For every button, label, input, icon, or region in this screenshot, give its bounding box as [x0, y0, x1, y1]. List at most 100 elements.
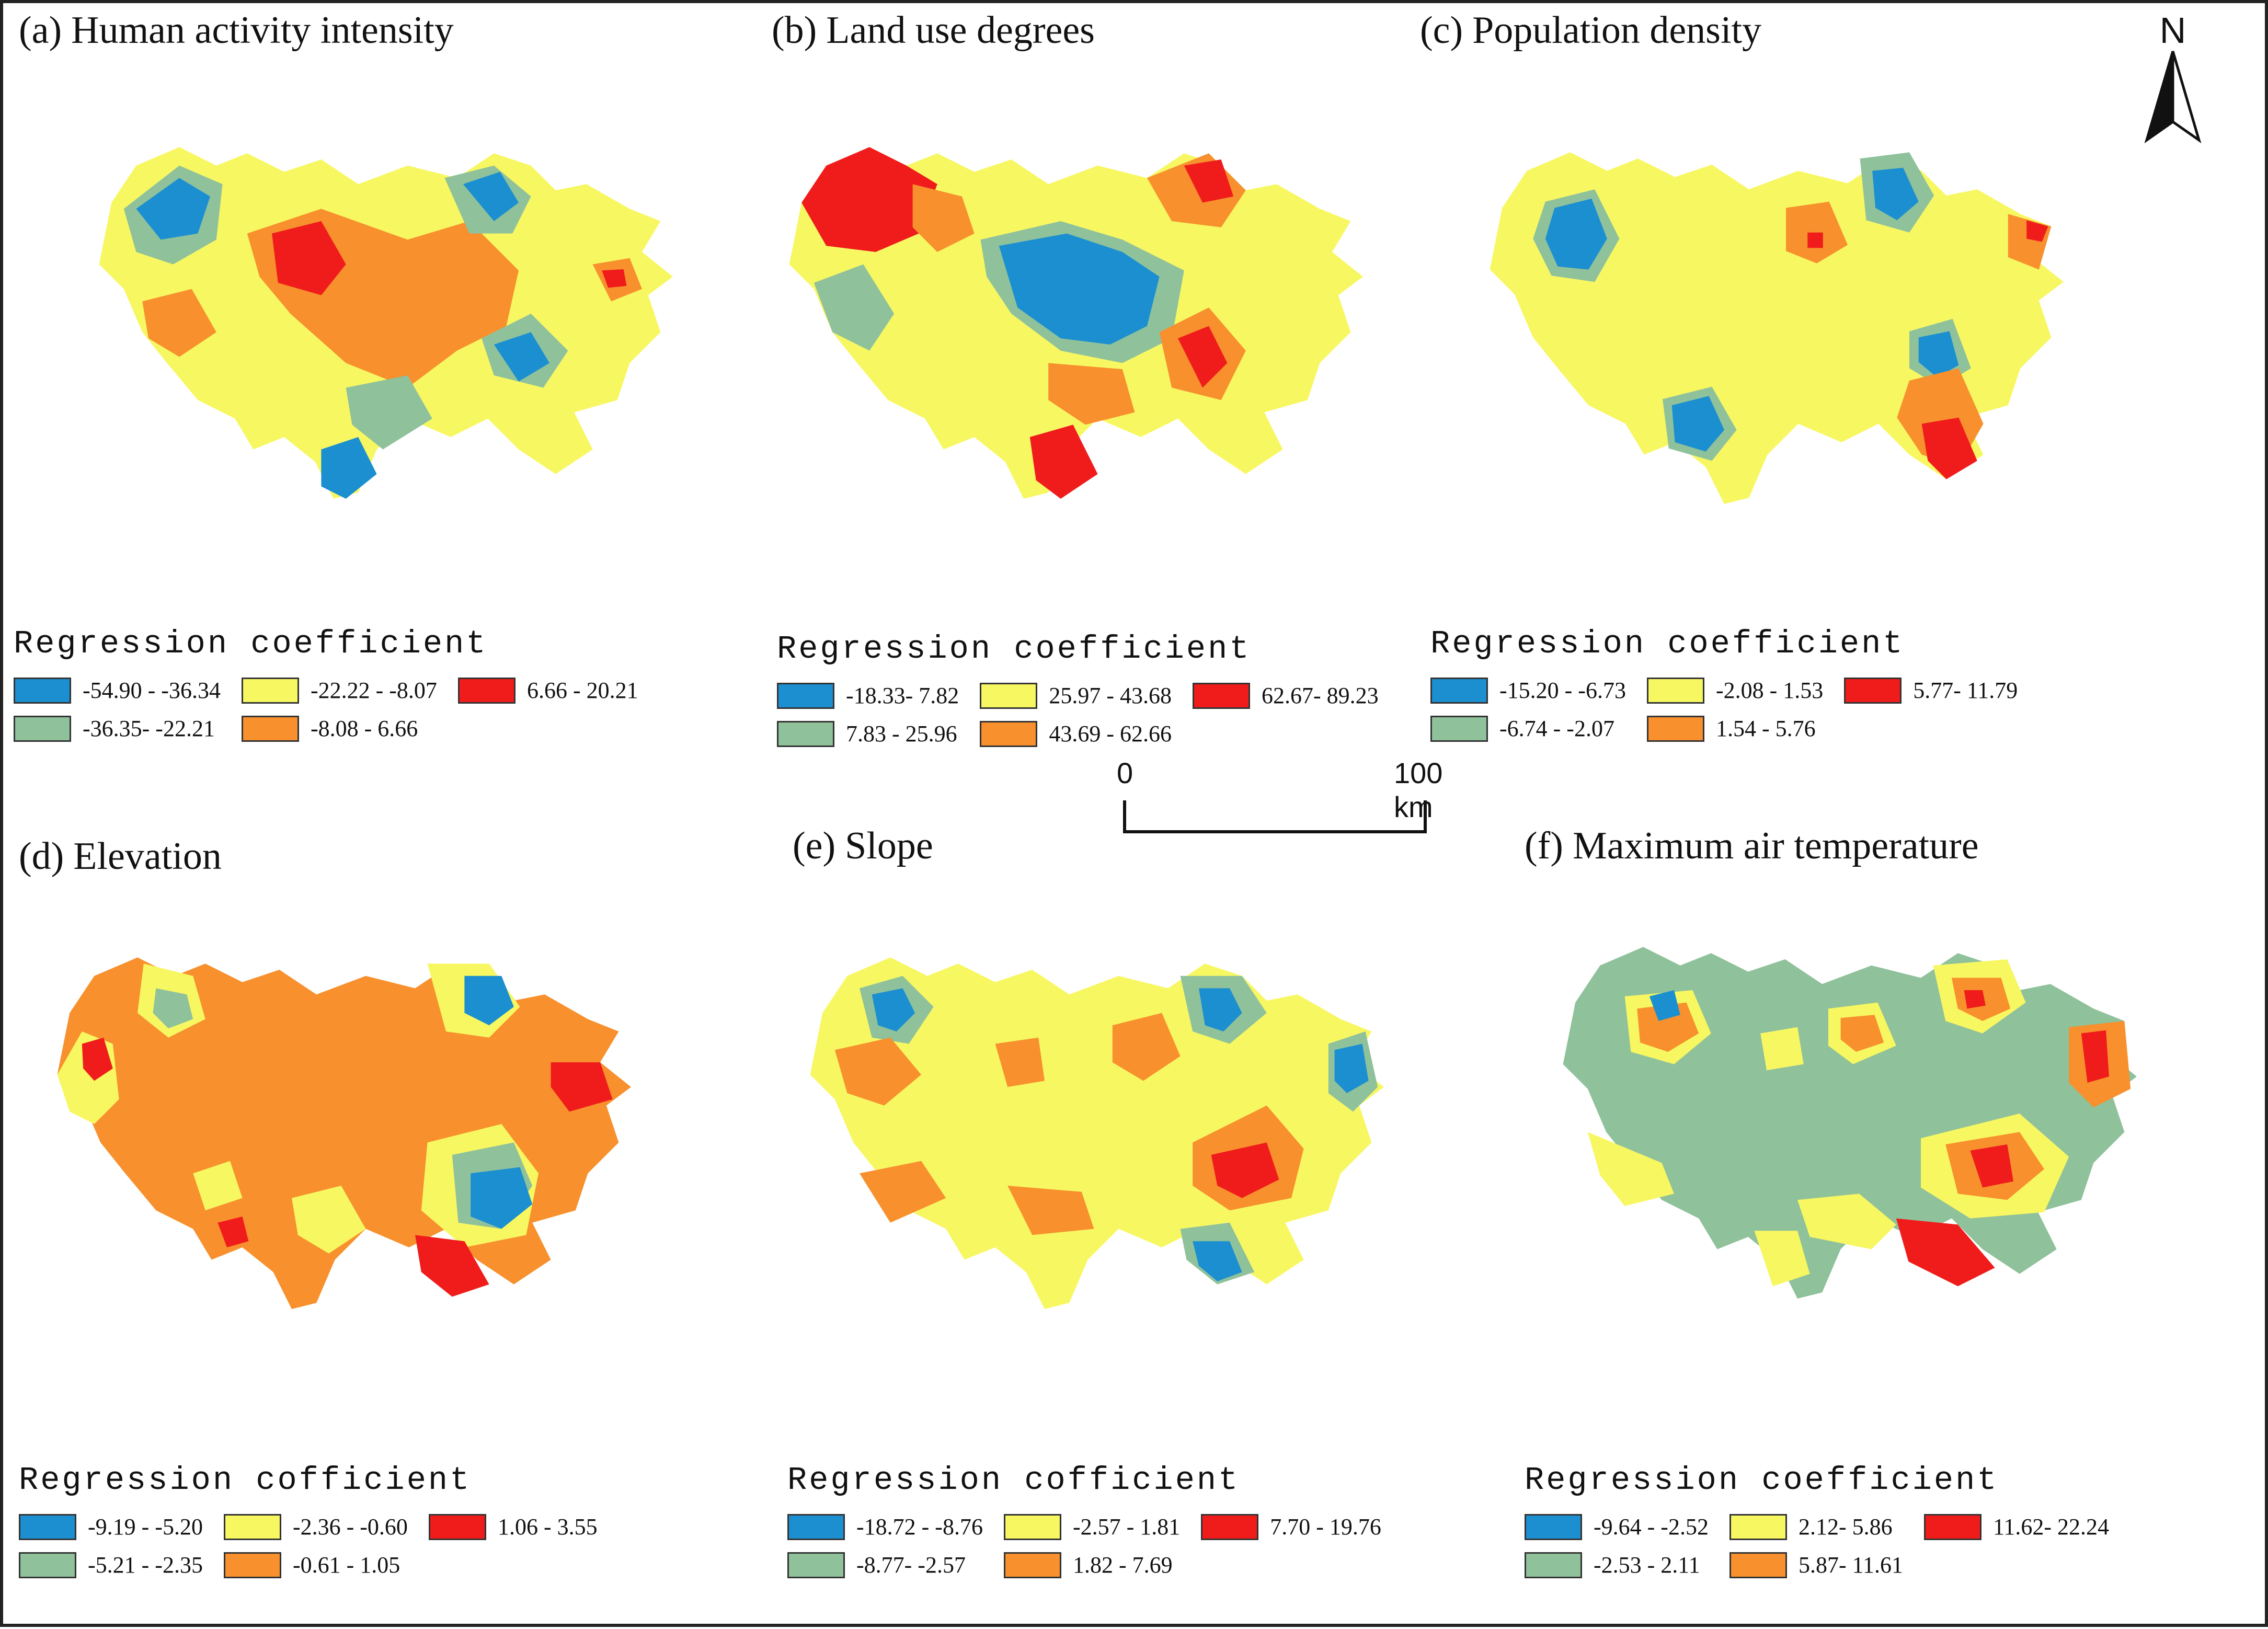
panel-c-title-text: Population density	[1472, 9, 1762, 52]
legend-swatch	[980, 720, 1038, 747]
north-arrow-icon	[2144, 51, 2202, 144]
legend-title: Regression coefficient	[1430, 625, 1905, 662]
legend-label: -9.64 - -2.52	[1594, 1514, 1709, 1540]
zone-green	[153, 988, 193, 1029]
zone-blue	[1872, 167, 1919, 221]
legend-item: 1.82 - 7.69	[1003, 1552, 1180, 1578]
panel-f-map	[1563, 947, 2137, 1299]
legend-item: -2.08 - 1.53	[1646, 677, 1823, 704]
legend-item: 7.70 - 19.76	[1201, 1513, 1381, 1540]
legend-swatch	[19, 1513, 76, 1540]
zone-green	[346, 375, 432, 450]
legend-swatch	[1525, 1552, 1582, 1578]
legend-items: -9.19 - -5.20 -2.36 - -0.60 1.06 - 3.55 …	[19, 1513, 598, 1578]
zone-red	[272, 221, 346, 295]
legend-item: 62.67- 89.23	[1192, 682, 1379, 709]
zone-red	[82, 1037, 113, 1081]
legend-label: -2.57 - 1.81	[1072, 1514, 1181, 1540]
zone-blue	[471, 1167, 533, 1229]
zone-orange	[1112, 1013, 1181, 1081]
legend-swatch	[1729, 1513, 1787, 1540]
legend-label: -18.33- 7.82	[846, 683, 959, 708]
zone-blue	[1671, 396, 1724, 452]
legend-swatch	[787, 1513, 845, 1540]
north-arrow: N	[2139, 9, 2207, 145]
zone-blue	[1193, 1241, 1242, 1281]
zone-orange	[834, 1037, 921, 1106]
legend-item: -8.08 - 6.66	[241, 715, 437, 742]
zone-orange	[860, 1161, 946, 1223]
panel-f-letter: (f)	[1525, 824, 1563, 867]
legend-title: Regression cofficient	[787, 1462, 1240, 1499]
legend-label: 5.77- 11.79	[1913, 678, 2018, 703]
zone-orange	[1048, 363, 1135, 425]
legend-item: -36.35- -22.21	[14, 715, 221, 742]
zone-blue	[1199, 988, 1242, 1031]
panel-b-title: (b) Land use degrees	[772, 8, 1095, 53]
legend-label: -18.72 - -8.76	[856, 1514, 983, 1540]
zone-orange	[912, 184, 975, 252]
legend-swatch	[1729, 1552, 1787, 1578]
legend-items: -15.20 - -6.73 -2.08 - 1.53 5.77- 11.79 …	[1430, 677, 2018, 742]
zone-yellow	[292, 1186, 366, 1254]
legend-label: 62.67- 89.23	[1261, 683, 1379, 708]
panel-d: (d) Elevation Regression coffic	[14, 824, 766, 1629]
legend-swatch	[223, 1513, 281, 1540]
legend-swatch	[1192, 682, 1250, 709]
legend-item: 25.97 - 43.68	[980, 682, 1172, 709]
zone-blue	[999, 233, 1160, 345]
panel-b-letter: (b)	[772, 9, 817, 52]
legend-label: -36.35- -22.21	[83, 716, 215, 741]
legend-item: 1.54 - 5.76	[1646, 715, 1823, 742]
north-label: N	[2159, 10, 2186, 51]
zone-red	[1896, 1218, 1995, 1287]
legend-label: -8.08 - 6.66	[310, 716, 418, 741]
panel-a-title: (a) Human activity intensity	[19, 8, 454, 53]
legend-label: -2.36 - -0.60	[292, 1514, 408, 1540]
zone-red	[2081, 1030, 2109, 1083]
zone-blue	[494, 332, 549, 382]
panel-f-legend: Regression coefficient -9.64 - -2.52 2.1…	[1525, 1462, 2109, 1578]
panel-d-letter: (d)	[19, 835, 64, 878]
legend-title: Regression coefficient	[777, 630, 1251, 668]
panel-c-title: (c) Population density	[1420, 8, 1761, 53]
zone-red	[801, 147, 937, 252]
panel-b-title-text: Land use degrees	[826, 9, 1095, 52]
legend-swatch	[241, 715, 299, 742]
zone-blue	[1334, 1043, 1369, 1093]
panel-a: (a) Human activity intensity Regression	[14, 8, 766, 813]
zone-orange	[1840, 1015, 1884, 1052]
scale-start-label: 0	[1117, 756, 1133, 789]
zone-blue	[1918, 331, 1959, 378]
zone-blue	[321, 437, 377, 499]
legend-item: 5.77- 11.79	[1844, 677, 2018, 704]
zone-yellow	[1797, 1194, 1896, 1249]
zone-blue	[1649, 990, 1680, 1021]
zone-blue	[872, 988, 915, 1031]
legend-swatch	[777, 720, 834, 747]
legend-swatch	[980, 682, 1038, 709]
legend-swatch	[457, 677, 516, 704]
legend-label: -9.19 - -5.20	[88, 1514, 203, 1540]
zone-yellow	[1754, 1231, 1810, 1287]
legend-label: -0.61 - 1.05	[292, 1552, 400, 1578]
zone-red	[1029, 425, 1098, 499]
zone-blue	[463, 171, 519, 221]
legend-label: 1.06 - 3.55	[497, 1514, 598, 1540]
legend-swatch	[1646, 677, 1704, 704]
panel-d-map	[57, 957, 632, 1309]
panel-d-title-text: Elevation	[73, 835, 222, 878]
zone-red	[1964, 990, 1986, 1009]
zone-red	[1178, 326, 1228, 388]
legend-items: -18.33- 7.82 25.97 - 43.68 62.67- 89.23 …	[777, 682, 1379, 747]
legend-label: 1.82 - 7.69	[1072, 1552, 1173, 1578]
panel-a-letter: (a)	[19, 9, 62, 52]
legend-item: -2.36 - -0.60	[223, 1513, 408, 1540]
zone-red	[551, 1062, 613, 1112]
panel-e-map	[810, 957, 1384, 1309]
scale-bar-line	[1123, 800, 1427, 833]
legend-label: 7.83 - 25.96	[846, 721, 957, 747]
zone-yellow	[1587, 1132, 1674, 1206]
zone-red	[415, 1235, 489, 1297]
